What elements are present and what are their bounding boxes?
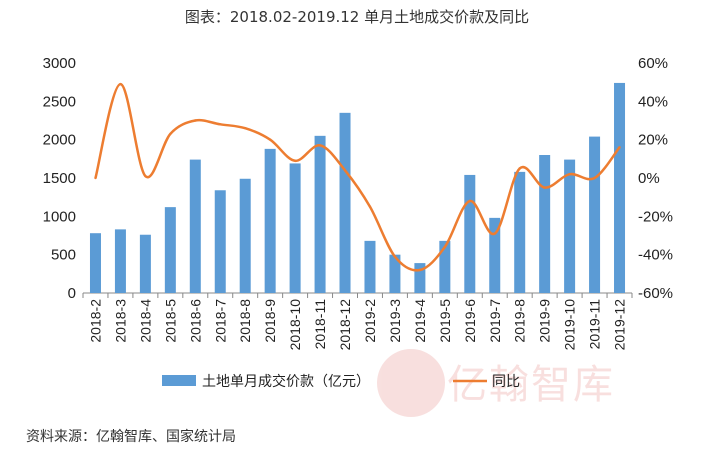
bar-2018-6 [189, 159, 201, 293]
bar-2019-4 [414, 263, 426, 293]
watermark-text: 亿翰智库 [447, 362, 615, 408]
right-y-tick-label: -40% [638, 247, 673, 264]
yoy-point-2018-4 [144, 174, 147, 178]
bar-2019-7 [489, 217, 501, 293]
left-y-axis: 0 500 1000 1500 2000 2500 3000 [43, 55, 76, 302]
x-tick-label: 2019-2 [362, 299, 378, 343]
bar-2019-11 [589, 136, 601, 293]
x-tick-label: 2018-6 [187, 299, 203, 343]
right-y-tick-label: -60% [638, 285, 673, 302]
legend-bar-swatch [162, 375, 196, 386]
chart-title: 图表：2018.02-2019.12 单月土地成交价款及同比 [184, 8, 530, 26]
x-tick-label: 2019-7 [487, 299, 503, 343]
left-y-tick-label: 2000 [43, 132, 76, 149]
yoy-point-2019-7 [493, 232, 496, 235]
right-y-tick-label: 20% [638, 132, 668, 149]
yoy-point-2019-10 [568, 172, 571, 176]
bar-2019-2 [364, 240, 376, 293]
left-y-tick-label: 0 [68, 285, 76, 302]
x-tick-label: 2019-10 [562, 299, 578, 351]
yoy-point-2018-3 [119, 82, 122, 86]
x-tick-label: 2018-4 [137, 299, 153, 343]
yoy-point-2018-8 [244, 126, 247, 130]
x-tick-label: 2018-2 [87, 299, 103, 343]
yoy-point-2018-12 [343, 169, 347, 172]
x-tick-label: 2019-8 [512, 299, 528, 343]
yoy-point-2018-5 [169, 132, 172, 136]
bar-2019-9 [539, 155, 551, 293]
bar-2018-11 [314, 135, 326, 293]
bar-2018-5 [164, 207, 176, 293]
bar-2018-4 [139, 234, 151, 293]
bar-2019-5 [439, 240, 451, 293]
x-tick-label: 2019-4 [412, 299, 428, 343]
left-y-tick-label: 2500 [43, 93, 76, 110]
x-tick-label: 2019-5 [437, 299, 453, 343]
yoy-point-2019-12 [618, 146, 621, 149]
right-y-tick-label: 60% [638, 55, 668, 72]
x-tick-label: 2018-3 [112, 299, 128, 343]
left-y-tick-label: 3000 [43, 55, 76, 72]
bar-2018-8 [239, 178, 251, 293]
bar-2018-2 [89, 233, 101, 293]
right-y-tick-label: -20% [638, 208, 673, 225]
yoy-point-2018-10 [293, 159, 297, 162]
line-series [94, 82, 621, 272]
x-tick-label: 2019-9 [537, 299, 553, 343]
bar-2018-3 [114, 229, 126, 293]
source-note: 资料来源：亿翰智库、国家统计局 [26, 429, 236, 445]
left-y-tick-label: 1000 [43, 208, 76, 225]
yoy-point-2019-8 [518, 167, 521, 170]
yoy-point-2019-6 [468, 199, 471, 203]
bar-2019-10 [564, 159, 576, 293]
yoy-point-2019-5 [443, 245, 447, 249]
x-tick-label: 2018-7 [212, 299, 228, 343]
right-y-tick-label: 0% [638, 170, 660, 187]
yoy-point-2019-11 [593, 176, 596, 180]
yoy-point-2018-7 [219, 123, 222, 126]
legend-bar-label: 土地单月成交价款（亿元） [202, 373, 370, 390]
x-tick-label: 2018-12 [337, 299, 353, 351]
left-y-tick-label: 500 [51, 247, 76, 264]
x-tick-label: 2018-8 [237, 299, 253, 343]
x-tick-label: 2019-11 [587, 299, 603, 350]
x-tick-label: 2018-10 [287, 299, 303, 351]
left-y-tick-label: 1500 [43, 170, 76, 187]
bar-series [89, 82, 626, 293]
bar-2018-10 [289, 163, 301, 293]
right-y-tick-label: 40% [638, 93, 668, 110]
yoy-point-2018-2 [94, 176, 97, 180]
x-tick-label: 2018-5 [162, 299, 178, 343]
bar-2019-12 [614, 82, 626, 293]
x-tick-label: 2019-6 [462, 299, 478, 343]
bar-2018-12 [339, 112, 351, 293]
bar-2019-6 [464, 174, 476, 293]
right-y-axis: -60% -40% -20% 0% 20% 40% 60% [638, 55, 673, 302]
x-tick-label: 2018-11 [312, 299, 328, 350]
yoy-point-2018-11 [318, 144, 322, 147]
yoy-point-2019-4 [418, 268, 422, 272]
legend-line-label: 同比 [492, 374, 520, 390]
yoy-point-2018-6 [194, 119, 197, 122]
yoy-point-2018-9 [268, 138, 272, 141]
legend: 土地单月成交价款（亿元） 同比 [162, 373, 520, 390]
yoy-point-2019-9 [543, 186, 546, 189]
yoy-point-2019-2 [368, 205, 372, 208]
watermark-logo: 亿翰智库 [377, 349, 615, 417]
bar-2019-8 [514, 171, 526, 293]
bar-2019-3 [389, 254, 401, 293]
x-tick-label: 2019-3 [387, 299, 403, 343]
bar-2018-7 [214, 190, 226, 293]
x-axis-labels: 2018-2 2018-3 2018-4 2018-5 2018-6 2018-7 2018… [82, 293, 633, 351]
x-tick-label: 2019-12 [612, 299, 628, 351]
bar-2018-9 [264, 148, 276, 293]
yoy-point-2019-3 [393, 255, 397, 258]
x-tick-label: 2018-9 [262, 299, 278, 343]
